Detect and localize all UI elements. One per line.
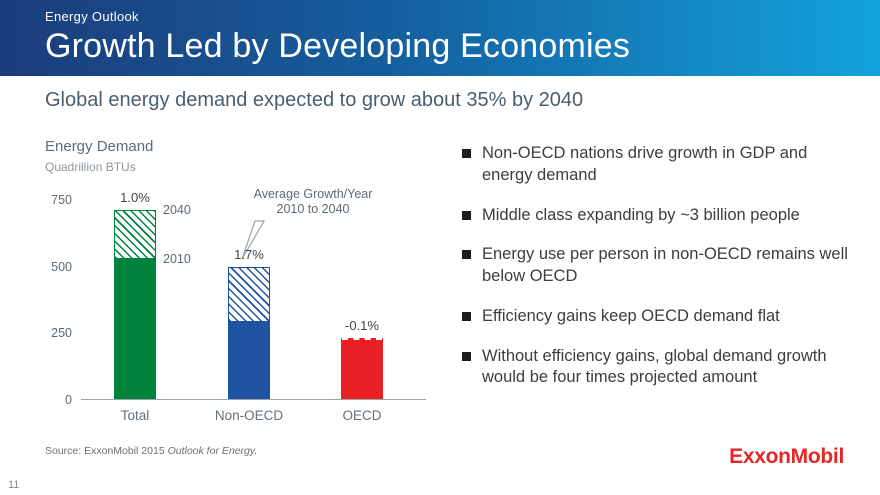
bar-oecd: -0.1% bbox=[341, 318, 383, 399]
bar-oecd-2010-solid bbox=[341, 338, 383, 399]
annotation-line2: 2010 to 2040 bbox=[276, 202, 350, 216]
bullet-text: Without efficiency gains, global demand … bbox=[482, 346, 827, 387]
header-banner: Energy Outlook Growth Led by Developing … bbox=[0, 0, 880, 76]
growth-label-non-oecd: 1.7% bbox=[234, 247, 264, 262]
bar-total-2010-solid bbox=[114, 259, 156, 399]
bullet-square-icon bbox=[462, 210, 471, 220]
bar-non-oecd-2010-solid bbox=[228, 322, 270, 399]
bullet-text: Middle class expanding by ~3 billion peo… bbox=[482, 205, 800, 224]
source-note: Source: ExxonMobil 2015 Outlook for Ener… bbox=[45, 445, 257, 457]
bullet-square-icon bbox=[462, 149, 471, 158]
bar-total: 1.0% 2040 2010 bbox=[114, 190, 191, 399]
growth-label-total: 1.0% bbox=[120, 190, 150, 205]
bullet-item: Energy use per person in non-OECD remain… bbox=[462, 244, 860, 288]
category-label-total: Total bbox=[120, 408, 150, 423]
bullet-text: Energy use per person in non-OECD remain… bbox=[482, 245, 848, 286]
source-prefix: Source: ExxonMobil 2015 bbox=[45, 445, 168, 457]
exxonmobil-logo: ExxonMobil bbox=[729, 445, 844, 468]
bullet-square-icon bbox=[462, 250, 471, 260]
y-tick-label: 500 bbox=[51, 259, 72, 274]
plot-wrap: 0 250 500 750 Average Growth/Year 2010 to 2… bbox=[45, 187, 445, 407]
annotation-line1: Average Growth/Year bbox=[253, 187, 373, 201]
bullet-item: Non-OECD nations drive growth in GDP and… bbox=[462, 143, 860, 187]
bullet-list: Non-OECD nations drive growth in GDP and… bbox=[462, 143, 860, 389]
page-number: 11 bbox=[8, 479, 20, 491]
y-tick-label: 0 bbox=[65, 393, 72, 407]
annotation-pointer-icon bbox=[241, 220, 266, 260]
y-tick-label: 250 bbox=[51, 326, 72, 341]
y-tick-label: 750 bbox=[51, 193, 72, 207]
chart-title: Energy Demand bbox=[45, 138, 154, 155]
chart-annotation: Average Growth/Year 2010 to 2040 bbox=[228, 187, 398, 217]
bullet-item: Efficiency gains keep OECD demand flat bbox=[462, 306, 860, 328]
energy-demand-chart: Energy Demand Quadrillion BTUs 0 250 500 75… bbox=[45, 138, 445, 430]
bullet-text: Efficiency gains keep OECD demand flat bbox=[482, 306, 780, 325]
chart-units-label: Quadrillion BTUs bbox=[45, 160, 136, 174]
bullet-square-icon bbox=[462, 351, 471, 361]
x-axis-labels: Total Non-OECD OECD bbox=[81, 408, 445, 430]
y-axis: 0 250 500 750 bbox=[45, 193, 81, 407]
bullet-square-icon bbox=[462, 311, 471, 321]
year-label-2010: 2010 bbox=[163, 252, 191, 266]
bullet-item: Middle class expanding by ~3 billion peo… bbox=[462, 205, 860, 227]
bar-total-2040-hatched bbox=[114, 210, 156, 259]
category-label-non-oecd: Non-OECD bbox=[214, 408, 284, 423]
source-italic: Outlook for Energy. bbox=[167, 445, 258, 457]
bar-oecd-2040-dash bbox=[342, 338, 382, 340]
year-label-2040: 2040 bbox=[163, 203, 191, 217]
bullet-item: Without efficiency gains, global demand … bbox=[462, 346, 860, 390]
growth-label-oecd: -0.1% bbox=[345, 318, 379, 333]
subtitle: Global energy demand expected to grow ab… bbox=[45, 89, 584, 111]
category-label-oecd: OECD bbox=[342, 408, 382, 423]
kicker: Energy Outlook bbox=[45, 9, 139, 24]
plot-area: Average Growth/Year 2010 to 2040 1.0% 20… bbox=[81, 187, 426, 400]
page-title: Growth Led by Developing Economies bbox=[45, 27, 631, 65]
bar-non-oecd-2040-hatched bbox=[228, 267, 270, 322]
bar-non-oecd: 1.7% bbox=[228, 247, 270, 399]
bullet-text: Non-OECD nations drive growth in GDP and… bbox=[482, 144, 808, 184]
